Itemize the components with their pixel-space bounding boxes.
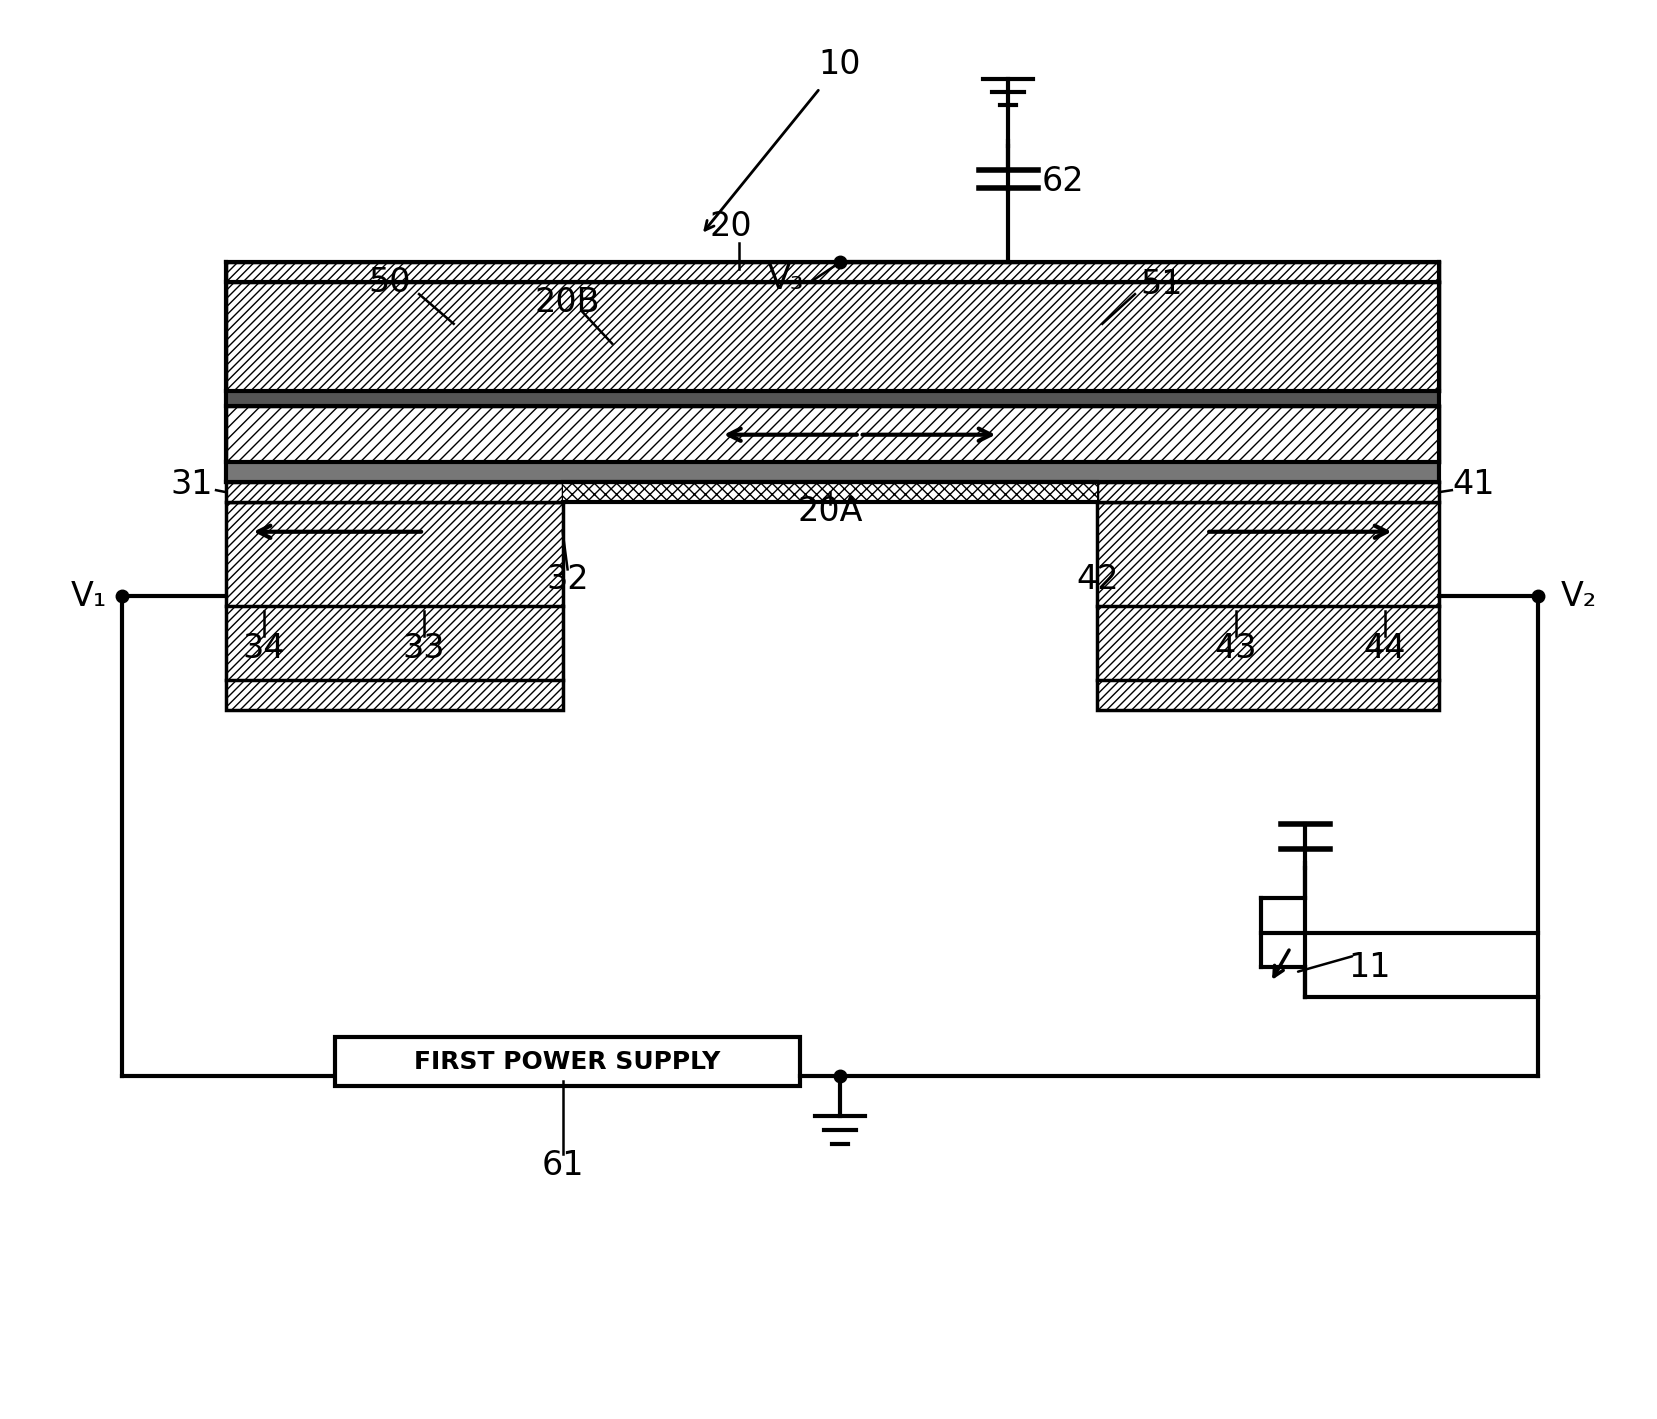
Bar [225, 282, 1438, 392]
Text: 20A: 20A [797, 495, 862, 528]
Text: 41: 41 [1452, 468, 1495, 501]
Bar [225, 406, 1438, 463]
Text: 32: 32 [545, 563, 588, 596]
Bar [225, 263, 1438, 282]
Text: 34: 34 [242, 631, 285, 666]
Text: FIRST POWER SUPPLY: FIRST POWER SUPPLY [414, 1050, 721, 1074]
Bar [225, 502, 562, 710]
Bar [1097, 482, 1438, 502]
Bar [225, 502, 562, 710]
Text: 10: 10 [819, 48, 860, 81]
Bar [1097, 502, 1438, 710]
Text: 33: 33 [403, 631, 446, 666]
Bar [562, 482, 1097, 502]
Text: 20B: 20B [535, 285, 600, 318]
Text: 31: 31 [171, 468, 212, 501]
Text: 62: 62 [1041, 165, 1084, 197]
Bar [335, 1037, 800, 1087]
Bar [225, 392, 1438, 406]
Text: 11: 11 [1347, 951, 1390, 983]
Text: 20: 20 [709, 210, 752, 243]
Text: 61: 61 [542, 1149, 583, 1182]
Text: 50: 50 [368, 265, 411, 299]
Bar [562, 482, 1097, 502]
Bar [1097, 502, 1438, 710]
Text: V₃: V₃ [767, 263, 804, 295]
Bar [225, 482, 562, 502]
Bar [225, 282, 1438, 392]
Bar [225, 406, 1438, 463]
Text: V₁: V₁ [71, 579, 108, 613]
Text: 43: 43 [1215, 631, 1256, 666]
Bar [225, 263, 1438, 282]
Bar [225, 463, 1438, 482]
Text: 44: 44 [1362, 631, 1405, 666]
Text: 42: 42 [1075, 563, 1118, 596]
Bar [1097, 482, 1438, 502]
Text: 51: 51 [1140, 268, 1181, 301]
Bar [225, 482, 562, 502]
Text: V₂: V₂ [1559, 579, 1596, 613]
